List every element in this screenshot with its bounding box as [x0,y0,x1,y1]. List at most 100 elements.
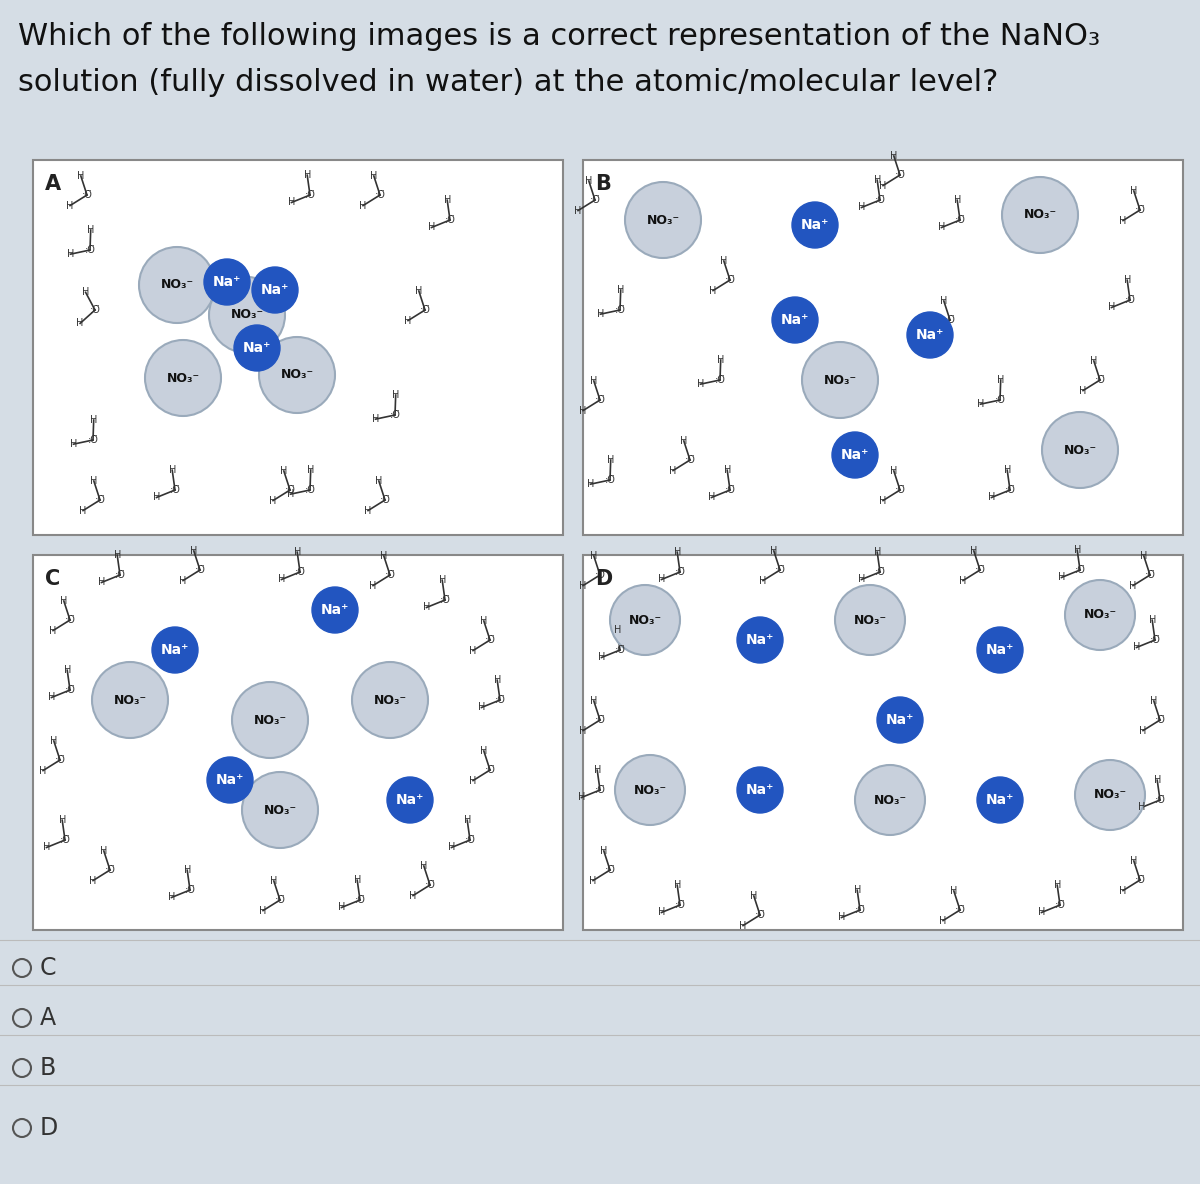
Text: H: H [1133,643,1140,652]
Text: NO₃⁻: NO₃⁻ [373,694,407,707]
Text: H: H [580,406,587,416]
Text: H: H [114,551,121,560]
Text: H: H [838,913,845,922]
Text: NO₃⁻: NO₃⁻ [874,793,906,806]
Text: :Ö: :Ö [305,189,316,200]
Text: H: H [988,493,995,502]
Text: :Ö: :Ö [65,686,76,695]
Circle shape [204,259,250,305]
Circle shape [1075,760,1145,830]
FancyBboxPatch shape [583,160,1183,535]
Text: H: H [720,256,727,266]
Text: :Ö: :Ö [1074,565,1086,575]
Text: H: H [354,875,361,886]
Text: :Ö: :Ö [374,189,385,200]
Text: H: H [77,318,84,328]
Text: Na⁺: Na⁺ [216,773,244,787]
Text: H: H [1038,907,1045,918]
Text: H: H [1153,776,1160,785]
Text: H: H [409,890,416,901]
Text: H: H [959,575,967,586]
Text: :Ö: :Ö [1145,570,1156,580]
Text: NO₃⁻: NO₃⁻ [634,784,666,797]
Circle shape [232,682,308,758]
Text: NO₃⁻: NO₃⁻ [853,613,887,626]
Text: H: H [880,496,887,506]
Text: H: H [697,379,704,390]
Text: H: H [750,892,757,901]
Text: H: H [50,736,58,746]
Text: H: H [590,551,598,561]
Circle shape [977,777,1022,823]
Text: Na⁺: Na⁺ [841,448,869,462]
Circle shape [1042,412,1118,488]
Text: H: H [1138,803,1145,812]
Text: H: H [43,843,50,852]
Text: Na⁺: Na⁺ [800,218,829,232]
Text: H: H [874,175,881,185]
Text: H: H [168,465,176,475]
Text: solution (fully dissolved in water) at the atomic/molecular level?: solution (fully dissolved in water) at t… [18,67,998,97]
Text: H: H [359,200,367,211]
Circle shape [977,628,1022,673]
Text: H: H [270,876,277,886]
Text: H: H [1130,186,1138,197]
Text: H: H [370,170,378,181]
Text: Na⁺: Na⁺ [161,643,190,657]
Circle shape [352,662,428,738]
Text: Na⁺: Na⁺ [212,275,241,289]
Text: H: H [580,580,587,591]
Text: :Ö: :Ö [185,884,196,895]
Text: H: H [64,665,71,675]
Circle shape [802,342,878,418]
Text: H: H [307,465,314,475]
Text: H: H [598,652,605,663]
Text: :Ö: :Ö [854,905,865,915]
Text: :Ö: :Ö [420,305,431,315]
Circle shape [208,757,253,803]
Text: :Ö: :Ö [275,895,286,905]
Text: H: H [680,436,688,446]
Text: H: H [880,181,887,191]
Circle shape [737,767,784,813]
Text: :Ö: :Ö [875,567,886,577]
Text: :Ö: :Ö [614,645,625,655]
Text: :Ö: :Ö [1134,875,1146,884]
Text: :Ö: :Ö [84,245,96,255]
Text: H: H [1130,856,1138,866]
Text: H: H [617,285,624,295]
Text: Na⁺: Na⁺ [886,713,914,727]
Text: H: H [40,766,47,776]
Circle shape [877,697,923,744]
Text: D: D [40,1117,59,1140]
Text: NO₃⁻: NO₃⁻ [1024,208,1056,221]
Circle shape [835,585,905,655]
Text: :Ö: :Ö [589,195,600,205]
Text: H: H [858,574,865,585]
Text: H: H [590,696,598,706]
Text: D: D [595,570,612,588]
Text: H: H [586,176,593,186]
Text: H: H [1079,386,1087,395]
Circle shape [737,617,784,663]
Text: H: H [1148,616,1156,625]
Text: :Ö: :Ö [594,570,606,580]
Text: H: H [259,906,266,915]
Text: H: H [152,493,160,502]
Text: :Ö: :Ö [1004,485,1015,495]
Text: Na⁺: Na⁺ [260,283,289,297]
Text: Na⁺: Na⁺ [242,341,271,355]
Text: :Ö: :Ö [379,495,390,506]
Text: H: H [1120,886,1127,895]
Text: :Ö: :Ö [82,189,92,200]
Text: :Ö: :Ö [485,635,496,645]
Text: H: H [168,893,175,902]
Text: H: H [613,625,620,635]
Text: :Ö: :Ö [444,215,456,225]
Text: H: H [90,416,97,425]
Text: H: H [589,876,596,886]
Circle shape [1002,176,1078,253]
Text: H: H [404,316,412,326]
Circle shape [386,777,433,823]
Circle shape [209,277,286,353]
